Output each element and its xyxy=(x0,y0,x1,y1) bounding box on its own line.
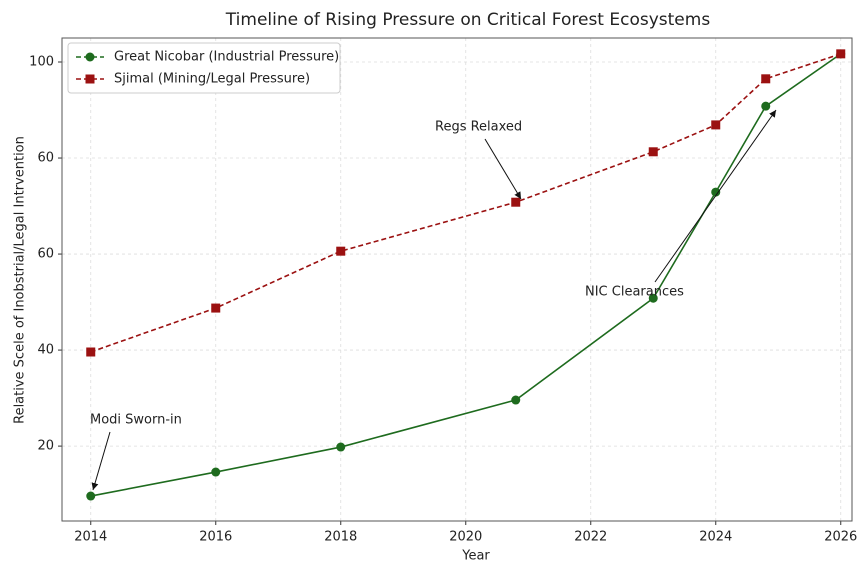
legend-label: Great Nicobar (Industrial Pressure) xyxy=(114,50,339,65)
marker xyxy=(511,395,521,405)
marker xyxy=(761,101,771,111)
x-tick-label: 2022 xyxy=(574,530,607,545)
marker xyxy=(336,246,346,256)
marker xyxy=(711,187,721,197)
marker xyxy=(648,293,658,303)
x-tick-label: 2024 xyxy=(699,530,732,545)
marker xyxy=(511,197,521,207)
marker xyxy=(336,442,346,452)
y-tick-label: 20 xyxy=(37,439,54,454)
annotation: Modi Sworn-in xyxy=(90,413,182,428)
x-tick-label: 2020 xyxy=(449,530,482,545)
annotation-arrow xyxy=(484,138,522,200)
marker xyxy=(85,52,95,62)
x-tick-label: 2026 xyxy=(824,530,857,545)
x-tick-label: 2016 xyxy=(199,530,232,545)
legend-box xyxy=(67,42,341,94)
y-tick-label: 60 xyxy=(37,151,54,166)
marker xyxy=(211,467,221,477)
marker xyxy=(761,74,771,84)
marker xyxy=(86,347,96,357)
plot-frame xyxy=(61,37,853,522)
marker xyxy=(85,74,95,84)
y-tick-label: 60 xyxy=(37,247,54,262)
x-axis-label: Year xyxy=(461,549,490,564)
y-tick-label: 40 xyxy=(37,343,54,358)
y-tick-label: 100 xyxy=(29,55,54,70)
marker xyxy=(711,120,721,130)
marker xyxy=(836,49,846,59)
series-line xyxy=(90,53,842,353)
annotation: NIC Clearances xyxy=(585,285,684,300)
annotation-arrow xyxy=(91,431,111,491)
annotation-arrow xyxy=(654,109,777,283)
x-tick-label: 2018 xyxy=(324,530,357,545)
x-tick-label: 2014 xyxy=(74,530,107,545)
marker xyxy=(211,303,221,313)
annotation: Regs Relaxed xyxy=(435,120,522,135)
y-axis-label: Relative Scele of Inobstrial/Legal Intrv… xyxy=(13,136,28,424)
marker xyxy=(86,491,96,501)
chart-title: Timeline of Rising Pressure on Critical … xyxy=(225,10,711,30)
marker xyxy=(648,147,658,157)
legend-label: Sjimal (Mining/Legal Pressure) xyxy=(114,72,310,87)
series-line xyxy=(90,53,842,497)
